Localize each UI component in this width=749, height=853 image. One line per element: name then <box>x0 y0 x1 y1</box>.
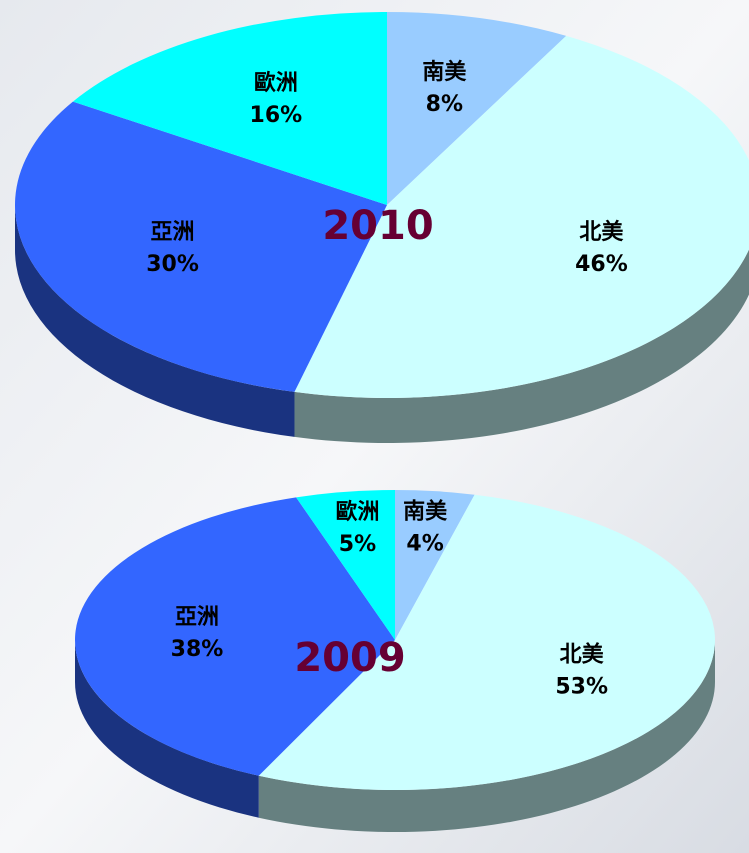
chart-title: 2010 <box>322 203 433 249</box>
chart-title: 2009 <box>294 635 405 681</box>
value-label: 38% <box>171 637 224 662</box>
pie-slice <box>14 101 388 392</box>
value-label: 8% <box>426 92 463 117</box>
pie-slice <box>296 490 395 640</box>
pie-side <box>258 640 715 833</box>
category-label: 亞洲 <box>151 220 195 245</box>
value-label: 53% <box>555 675 608 700</box>
value-label: 16% <box>250 103 303 128</box>
category-label: 歐洲 <box>335 499 379 525</box>
pie-slice <box>258 494 715 790</box>
category-label: 南美 <box>422 59 467 85</box>
pie-slice <box>395 490 475 640</box>
category-label: 南美 <box>403 498 448 524</box>
category-label: 歐洲 <box>254 70 298 96</box>
pie-side <box>15 205 295 437</box>
pie-slice <box>72 12 388 205</box>
value-label: 46% <box>575 252 628 277</box>
category-label: 北美 <box>560 642 605 668</box>
pie-slice <box>74 497 395 776</box>
pie-slice <box>387 12 567 205</box>
value-label: 4% <box>406 531 443 556</box>
value-label: 30% <box>146 252 199 277</box>
pie-side <box>294 249 749 443</box>
category-label: 北美 <box>579 219 624 245</box>
pie-slice <box>294 35 749 398</box>
category-label: 亞洲 <box>175 605 219 630</box>
pie-side <box>75 640 259 818</box>
value-label: 5% <box>339 532 376 557</box>
